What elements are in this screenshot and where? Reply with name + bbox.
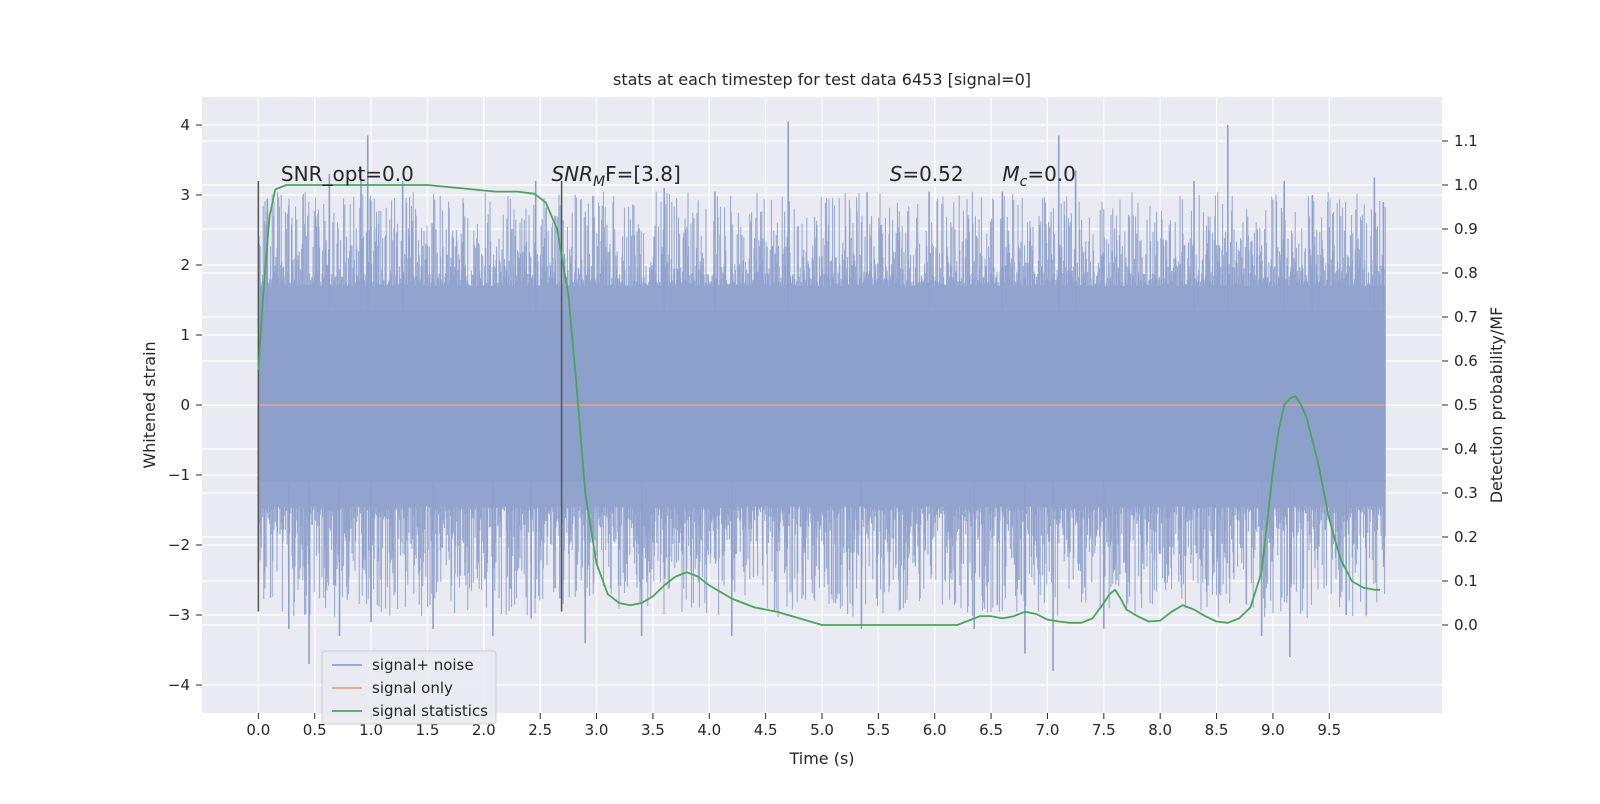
y-right-tick-label: 0.3 — [1454, 484, 1478, 502]
y-left-tick-label: 2 — [180, 256, 190, 274]
noise-layer — [257, 121, 1386, 671]
x-tick-label: 2.0 — [472, 721, 496, 739]
y-axis-left-label: Whitened strain — [140, 341, 159, 468]
y-right-tick-label: 1.1 — [1454, 132, 1478, 150]
y-right-tick-label: 0.4 — [1454, 440, 1478, 458]
annotation-part: M — [1002, 162, 1019, 186]
annotation-part: =0.0 — [1027, 162, 1076, 186]
annotation-subscript: M — [593, 174, 605, 190]
x-tick-label: 8.0 — [1148, 721, 1172, 739]
chart-title: stats at each timestep for test data 645… — [613, 70, 1031, 89]
lines-layer — [257, 181, 1386, 626]
legend-box — [321, 650, 497, 725]
annotation-s-value: S=0.52 — [890, 162, 964, 186]
y-right-tick-label: 0.5 — [1454, 396, 1478, 414]
x-tick-label: 6.0 — [923, 721, 947, 739]
annotation-part: SNR — [551, 162, 593, 186]
y-right-tick-label: 0.8 — [1454, 264, 1478, 282]
y-right-tick-label: 0.7 — [1454, 308, 1478, 326]
y-left-tick-label: −3 — [168, 606, 190, 624]
annotation-mc-value: Mc=0.0 — [1002, 162, 1076, 190]
x-tick-label: 4.0 — [697, 721, 721, 739]
y-right-tick-label: 1.0 — [1454, 176, 1478, 194]
x-tick-label: 0.5 — [303, 721, 327, 739]
y-left-tick-label: 4 — [180, 116, 190, 134]
annotation-subscript: c — [1020, 174, 1028, 190]
x-axis-label: Time (s) — [788, 749, 854, 768]
y-left-tick-label: 0 — [180, 396, 190, 414]
x-tick-label: 0.0 — [246, 721, 270, 739]
x-tick-label: 9.0 — [1261, 721, 1285, 739]
y-left-tick-label: 3 — [180, 186, 190, 204]
y-left-tick-label: −2 — [168, 536, 190, 554]
annotation-part: F=[3.8] — [605, 162, 681, 186]
x-tick-label: 8.5 — [1205, 721, 1229, 739]
axes-layer: 0.0 0.5 1.0 1.5 2.0 2.5 3.0 3.5 4.0 4.5 5.0 5.5 6.0 6… — [168, 116, 1478, 739]
legend-label: signal statistics — [372, 702, 488, 720]
y-right-tick-label: 0.9 — [1454, 220, 1478, 238]
y-right-tick-label: 0.0 — [1454, 616, 1478, 634]
x-tick-label: 6.5 — [979, 721, 1003, 739]
x-tick-label: 3.0 — [585, 721, 609, 739]
signal-statistics-series — [257, 184, 1380, 626]
x-tick-label: 4.5 — [754, 721, 778, 739]
x-tick-label: 5.5 — [866, 721, 890, 739]
annotation-part: =0.52 — [902, 162, 963, 186]
legend: signal+ noise signal only signal statistic… — [321, 650, 497, 725]
x-tick-label: 3.5 — [641, 721, 665, 739]
annotation-snr-mf: SNRMF=[3.8] — [551, 162, 680, 190]
signal-noise-band — [258, 310, 1386, 482]
y-axis-right-label: Detection probability/MF — [1487, 307, 1506, 504]
x-tick-label: 7.0 — [1036, 721, 1060, 739]
legend-label: signal only — [372, 679, 453, 697]
y-right-tick-label: 0.2 — [1454, 528, 1478, 546]
x-tick-label: 9.5 — [1317, 721, 1341, 739]
y-left-tick-label: −1 — [168, 466, 190, 484]
annotation-snr-opt: SNR_opt=0.0 — [281, 162, 414, 186]
x-tick-label: 1.5 — [416, 721, 440, 739]
annotation-layer: SNR_opt=0.0 SNRMF=[3.8] S=0.52 Mc=0.0 — [281, 162, 1076, 190]
y-right-tick-label: 0.6 — [1454, 352, 1478, 370]
legend-label: signal+ noise — [372, 656, 474, 674]
y-left-tick-label: −4 — [168, 676, 190, 694]
x-tick-label: 1.0 — [359, 721, 383, 739]
x-tick-label: 5.0 — [810, 721, 834, 739]
x-tick-label: 7.5 — [1092, 721, 1116, 739]
y-left-tick-label: 1 — [180, 326, 190, 344]
annotation-part: S — [890, 162, 903, 186]
y-right-tick-label: 0.1 — [1454, 572, 1478, 590]
x-tick-label: 2.5 — [528, 721, 552, 739]
